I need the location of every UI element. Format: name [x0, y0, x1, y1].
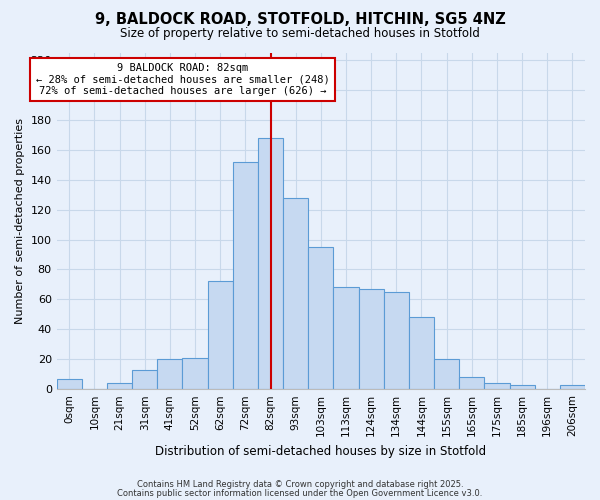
- Bar: [459, 377, 484, 389]
- Bar: [334, 288, 359, 389]
- Bar: [308, 247, 334, 389]
- Bar: [182, 358, 208, 389]
- Bar: [409, 318, 434, 389]
- Bar: [560, 384, 585, 389]
- Text: Size of property relative to semi-detached houses in Stotfold: Size of property relative to semi-detach…: [120, 28, 480, 40]
- Bar: [132, 370, 157, 389]
- X-axis label: Distribution of semi-detached houses by size in Stotfold: Distribution of semi-detached houses by …: [155, 444, 487, 458]
- Text: Contains public sector information licensed under the Open Government Licence v3: Contains public sector information licen…: [118, 490, 482, 498]
- Bar: [434, 360, 459, 389]
- Bar: [509, 384, 535, 389]
- Y-axis label: Number of semi-detached properties: Number of semi-detached properties: [15, 118, 25, 324]
- Bar: [157, 360, 182, 389]
- Bar: [359, 289, 384, 389]
- Text: 9, BALDOCK ROAD, STOTFOLD, HITCHIN, SG5 4NZ: 9, BALDOCK ROAD, STOTFOLD, HITCHIN, SG5 …: [95, 12, 505, 28]
- Bar: [484, 383, 509, 389]
- Bar: [56, 378, 82, 389]
- Bar: [283, 198, 308, 389]
- Bar: [233, 162, 258, 389]
- Bar: [208, 282, 233, 389]
- Bar: [258, 138, 283, 389]
- Bar: [384, 292, 409, 389]
- Text: Contains HM Land Registry data © Crown copyright and database right 2025.: Contains HM Land Registry data © Crown c…: [137, 480, 463, 489]
- Bar: [107, 383, 132, 389]
- Text: 9 BALDOCK ROAD: 82sqm
← 28% of semi-detached houses are smaller (248)
72% of sem: 9 BALDOCK ROAD: 82sqm ← 28% of semi-deta…: [35, 63, 329, 96]
